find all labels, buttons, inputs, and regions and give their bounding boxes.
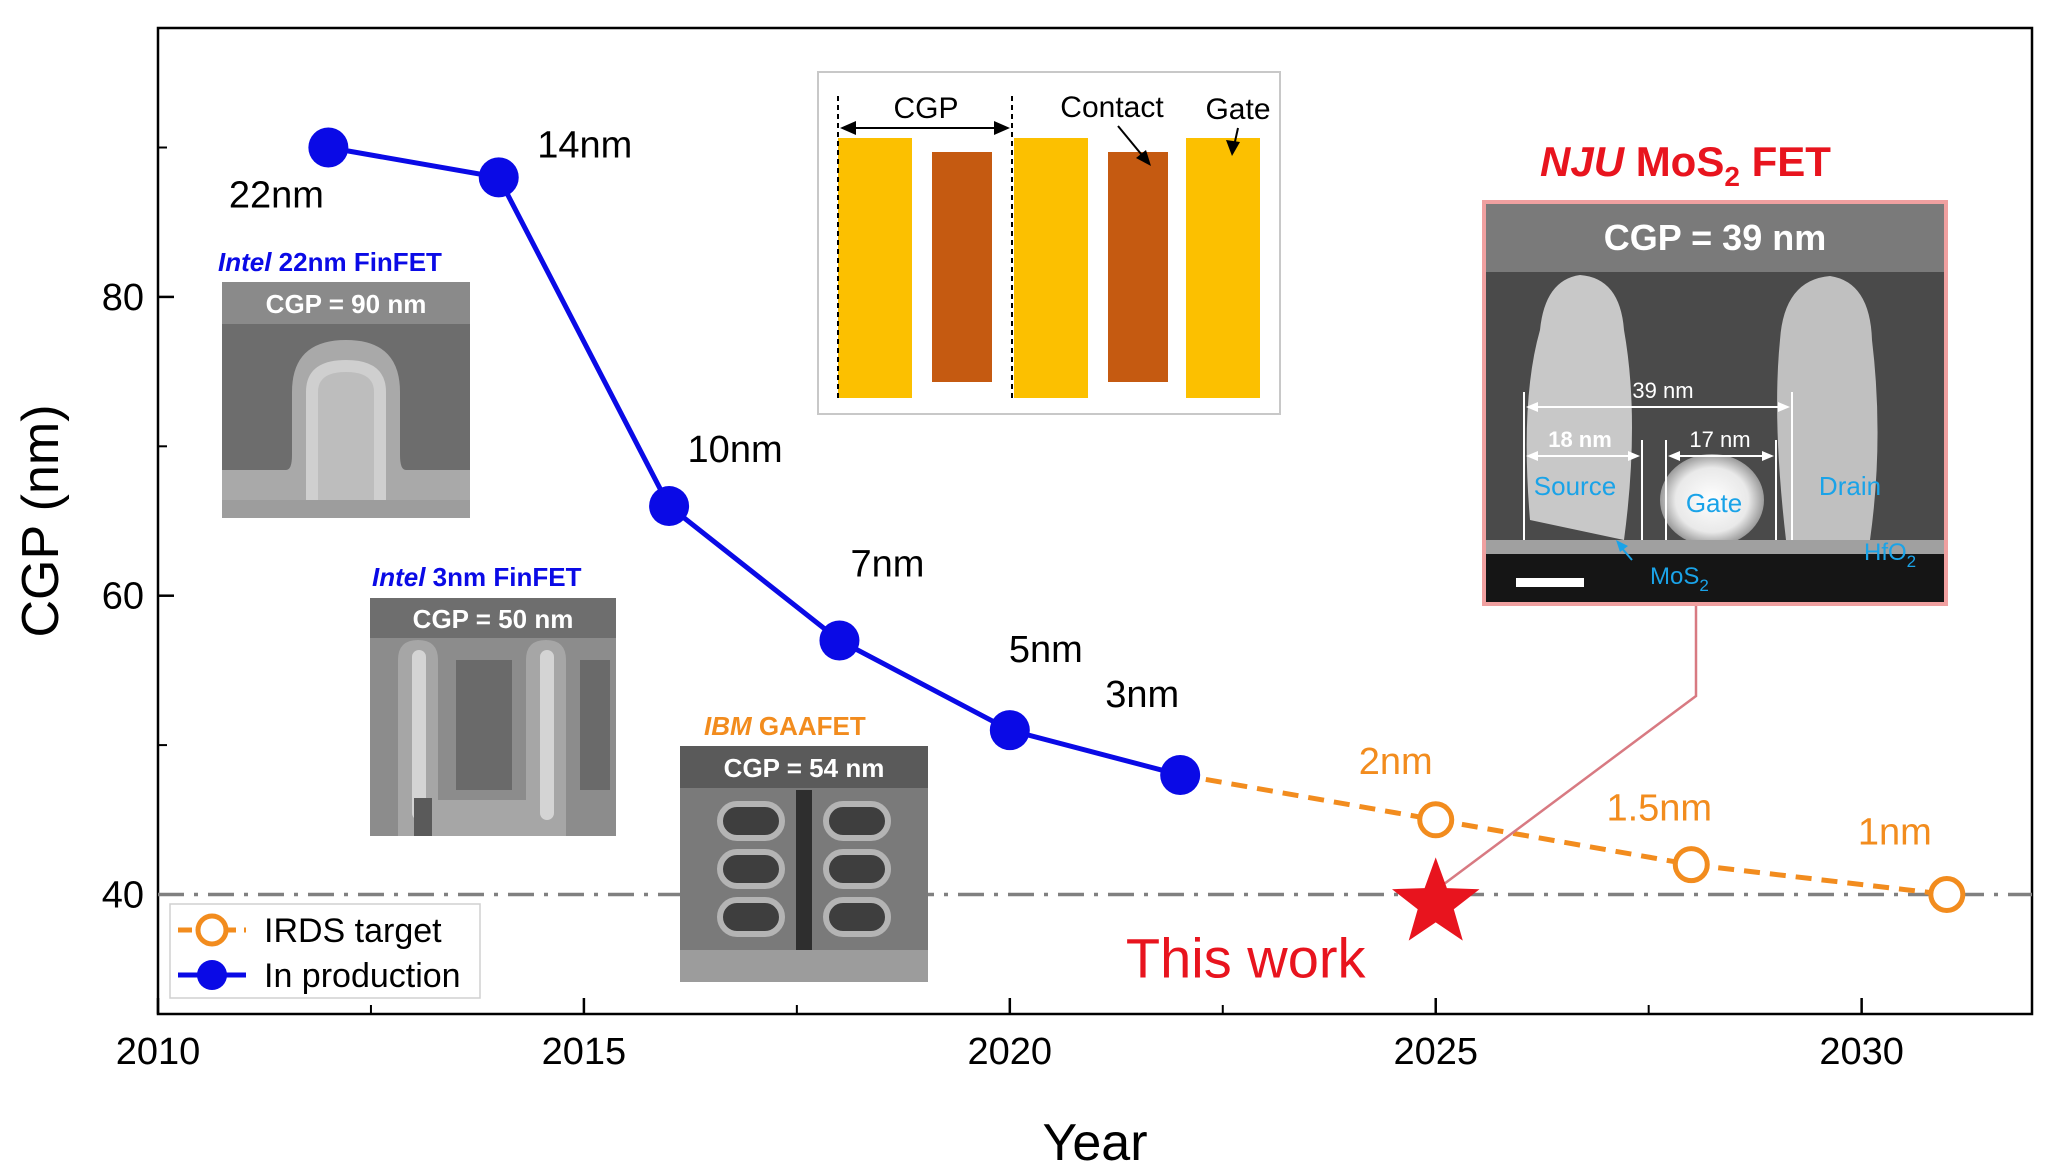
y-tick-label: 80 — [102, 277, 144, 319]
data-point-production — [819, 620, 860, 661]
inset-nju-mos2-fet: NJU MoS2 FET CGP = 39 nm 39 nm 18 n — [1482, 138, 1948, 606]
node-label-production: 10nm — [688, 429, 783, 471]
inset-ibm-cgp: CGP = 54 nm — [724, 753, 885, 783]
node-label-irds: 1.5nm — [1606, 788, 1712, 830]
data-point-production — [1160, 754, 1201, 795]
this-work-label: This work — [1126, 926, 1367, 989]
y-axis-title: CGP (nm) — [12, 404, 70, 637]
inset-intel-3nm: Intel 3nm FinFET CGP = 50 nm — [370, 562, 616, 836]
x-tick-label: 2030 — [1819, 1031, 1904, 1073]
schematic-contact-label: Contact — [1060, 91, 1164, 124]
series-layer: 22nm 14nm 10nm 7nm 5nm 3nm 2nm 1.5nm 1nm — [229, 124, 1966, 913]
inset-ibm-title: IBM GAAFET — [704, 711, 866, 741]
data-point-irds — [1928, 875, 1966, 913]
nju-cgp-label: CGP = 39 nm — [1604, 217, 1826, 258]
y-tick-label: 40 — [102, 874, 144, 916]
legend-label-irds: IRDS target — [264, 912, 442, 950]
x-tick-label: 2020 — [968, 1031, 1053, 1073]
x-tick-label: 2025 — [1393, 1031, 1478, 1073]
schematic-gate-2 — [1014, 138, 1088, 398]
inset-intel-22nm-cgp: CGP = 90 nm — [266, 289, 427, 319]
inset-ibm-gaafet: IBM GAAFET CGP = 54 nm — [680, 711, 928, 982]
data-point-production — [478, 157, 519, 198]
x-axis: 2010 2015 2020 2025 2030 — [116, 998, 1904, 1073]
schematic-gate-1 — [838, 138, 912, 398]
nju-dim-total: 39 nm — [1632, 378, 1693, 403]
callout-line — [1435, 606, 1698, 892]
legend: IRDS target In production — [169, 903, 481, 999]
legend-label-production: In production — [264, 957, 461, 995]
this-work-marker-group: This work — [1126, 857, 1480, 989]
x-axis-title: Year — [1042, 1114, 1147, 1172]
inset-intel-22nm-title: Intel 22nm FinFET — [218, 247, 442, 277]
schematic-contact-1 — [932, 152, 992, 382]
nju-dim-source: 18 nm — [1548, 427, 1612, 452]
node-label-production: 3nm — [1105, 674, 1179, 716]
node-label-production: 7nm — [850, 544, 924, 586]
data-point-irds — [1672, 846, 1710, 884]
node-label-production: 5nm — [1009, 629, 1083, 671]
schematic-cgp-label: CGP — [893, 92, 958, 125]
x-tick-label: 2010 — [116, 1031, 201, 1073]
legend-entry-production: In production — [178, 957, 461, 995]
series-line-production — [327, 145, 1181, 778]
x-tick-label: 2015 — [542, 1031, 627, 1073]
data-point-production — [649, 486, 690, 527]
legend-entry-irds: IRDS target — [178, 912, 442, 950]
schematic-gate-3 — [1186, 138, 1260, 398]
y-axis: 40 60 80 — [102, 146, 174, 916]
schematic-contact-2 — [1108, 152, 1168, 382]
nju-drain-label: Drain — [1819, 471, 1881, 501]
node-label-irds: 1nm — [1858, 811, 1932, 853]
series-line-irds — [1179, 772, 1948, 897]
inset-nju-title: NJU MoS2 FET — [1540, 138, 1831, 192]
plot-area-frame — [156, 26, 2034, 1016]
inset-intel-3nm-cgp: CGP = 50 nm — [413, 604, 574, 634]
node-label-production: 14nm — [537, 124, 632, 166]
inset-intel-22nm: Intel 22nm FinFET CGP = 90 nm — [218, 247, 470, 518]
inset-intel-3nm-title: Intel 3nm FinFET — [372, 562, 582, 592]
data-point-irds — [1417, 801, 1455, 839]
node-label-production: 22nm — [229, 175, 324, 217]
data-point-production — [308, 127, 349, 168]
nju-gate-label: Gate — [1686, 488, 1742, 518]
nju-dim-gate: 17 nm — [1689, 427, 1750, 452]
this-work-star-marker — [1392, 857, 1480, 941]
inset-cgp-schematic: CGP Contact Gate — [817, 71, 1281, 415]
nju-mos2-label: MoS2 — [1650, 563, 1709, 595]
data-point-production — [989, 710, 1030, 751]
y-tick-label: 60 — [102, 576, 144, 618]
nju-source-label: Source — [1534, 471, 1616, 501]
node-label-irds: 2nm — [1359, 741, 1433, 783]
nju-hfo2-label: HfO2 — [1864, 539, 1916, 571]
schematic-gate-label: Gate — [1205, 93, 1270, 126]
